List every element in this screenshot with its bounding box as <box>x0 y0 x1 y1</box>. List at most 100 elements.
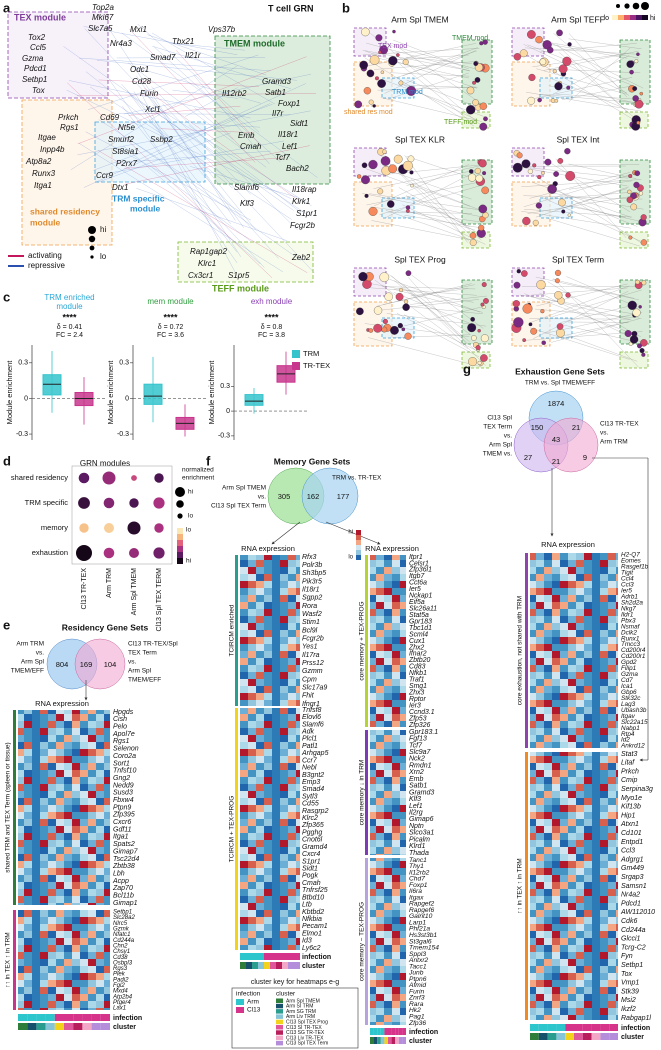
gene-label: Pdcd1 <box>24 64 47 73</box>
gene-label: Rora <box>302 603 317 610</box>
node <box>393 154 403 164</box>
thumb-edge <box>547 281 638 336</box>
node <box>478 224 485 231</box>
grn-edge <box>118 113 291 115</box>
node <box>480 354 488 362</box>
infection-cell <box>288 953 294 960</box>
colorbar <box>177 528 183 534</box>
gene-label: Sidt1 <box>302 866 318 873</box>
gene-label: Rtp4 <box>621 731 635 738</box>
infection-cell <box>565 1024 574 1031</box>
grn-edge <box>151 86 298 231</box>
gene-label: Kbtbd2 <box>302 909 324 916</box>
infection-cell <box>538 1024 548 1031</box>
colorbar <box>177 534 183 540</box>
node <box>404 332 412 340</box>
thumb-edge <box>529 172 644 245</box>
heatmap <box>370 730 406 855</box>
dot <box>102 471 116 485</box>
bar-label: cluster <box>621 1034 644 1041</box>
cluster-cell <box>547 1033 557 1040</box>
cluster-cell <box>64 1023 74 1030</box>
node <box>478 159 487 168</box>
node <box>373 306 383 315</box>
grn-edge <box>129 139 301 261</box>
colorbar <box>642 15 648 20</box>
box <box>244 394 264 406</box>
node <box>388 56 398 66</box>
node <box>513 317 524 328</box>
cluster-cell <box>27 1023 37 1030</box>
grn-edge <box>97 150 308 273</box>
gene-label: Gimap6 <box>409 816 434 823</box>
gene-label: Tcf7 <box>409 742 423 749</box>
thumb-edge <box>523 172 639 207</box>
gene-label: Tacc1 <box>409 963 427 970</box>
grn-edge <box>121 150 271 163</box>
node <box>402 303 410 311</box>
thumb-edge <box>410 295 487 305</box>
gene-label: Odc1 <box>130 65 149 74</box>
node <box>361 175 370 185</box>
y-tick-label: 0 <box>125 395 129 402</box>
bar-label: infection <box>409 1029 438 1036</box>
node <box>624 330 632 337</box>
node <box>410 183 414 188</box>
node <box>558 64 568 74</box>
node <box>483 116 488 122</box>
gene-label: Tcrg-C2 <box>621 944 646 951</box>
legend-label: hi <box>186 558 191 565</box>
module-label: TEFF module <box>212 283 269 293</box>
thumb-edge <box>551 78 629 111</box>
venn-circle <box>301 467 359 525</box>
gene-label: Smad4 <box>302 786 324 793</box>
node <box>482 171 487 176</box>
node <box>368 206 378 216</box>
gene-label: S1pr1 <box>296 209 317 218</box>
key-label: Cl13 SI TR-TEX <box>286 1025 322 1031</box>
gene-label: Thy1 <box>409 863 424 870</box>
gene-label: Kif13b <box>621 804 641 811</box>
thumb-edge <box>531 287 628 296</box>
node <box>373 323 383 333</box>
node <box>565 171 576 181</box>
plot-title: exh module <box>251 297 293 306</box>
gene-label: Zfp53 <box>408 715 427 722</box>
node <box>626 60 634 68</box>
gene-label: Itga1 <box>34 181 52 190</box>
gene-label: Rapgef2 <box>409 901 434 908</box>
thumb-edge <box>368 337 482 367</box>
key-swatch <box>276 998 283 1003</box>
gene-label: Cd55 <box>302 801 319 808</box>
thumb-title: Spl TEX Term <box>552 254 604 264</box>
cluster-cell <box>391 1037 396 1044</box>
venn-label: Arm Spl TMEM <box>222 485 266 492</box>
module-label: TEX mod <box>378 43 407 50</box>
gene-label: Fgl2 <box>113 983 125 989</box>
thumb-edge <box>569 205 644 223</box>
stat-label: FC = 2.4 <box>56 332 83 339</box>
colorbar <box>177 558 183 564</box>
gene-label: Slc22a15 <box>621 719 648 726</box>
gene-label: Gzmm <box>302 668 323 675</box>
node <box>639 91 644 96</box>
infection-cell <box>370 1028 374 1035</box>
legend-label: TRM <box>303 349 319 358</box>
gene-label: Polr3b <box>302 562 322 569</box>
key-swatch <box>276 1014 283 1019</box>
gene-label: Zfp36l1 <box>408 567 432 574</box>
grn-edge <box>194 107 234 140</box>
node <box>470 317 475 322</box>
thumb-edge <box>398 187 487 238</box>
gene-label: Pik3r5 <box>302 578 322 585</box>
plot-frame <box>71 465 173 565</box>
gene-label: Galnt10 <box>409 913 433 920</box>
thumb-edge <box>525 92 642 112</box>
thumb-edge <box>409 306 483 314</box>
venn-count: 104 <box>104 660 117 669</box>
thumb-edge <box>366 181 482 206</box>
gene-label: Cd244a <box>113 938 135 944</box>
venn-count: 21 <box>572 423 580 432</box>
gene-label: Xcl1 <box>144 105 161 114</box>
thumb-edge <box>522 166 629 179</box>
